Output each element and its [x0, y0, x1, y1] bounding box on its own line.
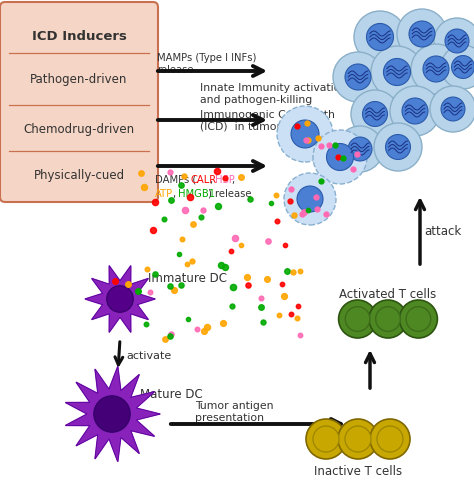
Text: Chemodrug-driven: Chemodrug-driven — [23, 122, 135, 135]
Circle shape — [351, 91, 399, 139]
Text: Mature DC: Mature DC — [140, 388, 203, 401]
Text: release: release — [157, 65, 193, 75]
Circle shape — [390, 87, 440, 137]
Text: ,: , — [231, 175, 234, 185]
Circle shape — [337, 127, 383, 173]
Circle shape — [441, 98, 465, 122]
Text: DAMPs (: DAMPs ( — [155, 175, 196, 185]
Text: ,: , — [173, 189, 179, 199]
Text: Activated T cells: Activated T cells — [339, 287, 437, 300]
Circle shape — [385, 135, 410, 160]
Circle shape — [333, 53, 383, 103]
Circle shape — [338, 419, 378, 459]
Circle shape — [354, 12, 406, 64]
Text: CALR: CALR — [191, 175, 217, 185]
Text: Pathogen-driven: Pathogen-driven — [30, 73, 128, 86]
Circle shape — [327, 144, 354, 171]
Text: ,: , — [210, 175, 216, 185]
Circle shape — [345, 65, 371, 91]
Circle shape — [313, 426, 339, 452]
Polygon shape — [85, 266, 155, 333]
Circle shape — [430, 87, 474, 133]
Circle shape — [411, 45, 461, 95]
Circle shape — [338, 300, 377, 338]
Circle shape — [376, 307, 401, 332]
Circle shape — [94, 396, 130, 432]
Circle shape — [107, 286, 133, 312]
Text: Immunogenic Cell Death
(ICD)  in tumor cells: Immunogenic Cell Death (ICD) in tumor ce… — [200, 110, 335, 132]
Polygon shape — [65, 367, 160, 462]
Text: activate: activate — [126, 350, 171, 360]
Text: Inactive T cells: Inactive T cells — [314, 465, 402, 478]
Circle shape — [402, 99, 428, 125]
Circle shape — [297, 187, 323, 213]
Circle shape — [397, 10, 447, 60]
Circle shape — [277, 107, 333, 163]
Text: ICD Inducers: ICD Inducers — [32, 29, 127, 42]
Text: Physically-cued: Physically-cued — [34, 168, 125, 181]
Circle shape — [306, 419, 346, 459]
Circle shape — [370, 419, 410, 459]
Circle shape — [284, 174, 336, 226]
Circle shape — [369, 300, 407, 338]
Circle shape — [409, 22, 435, 48]
Circle shape — [441, 46, 474, 90]
Circle shape — [400, 300, 438, 338]
Circle shape — [423, 57, 449, 83]
Circle shape — [374, 124, 422, 172]
Text: ATP: ATP — [155, 189, 173, 199]
Circle shape — [371, 47, 423, 99]
Text: MAMPs (Type I INFs): MAMPs (Type I INFs) — [157, 53, 256, 63]
Text: attack: attack — [424, 225, 461, 238]
FancyBboxPatch shape — [0, 3, 158, 203]
Text: HSP: HSP — [215, 175, 235, 185]
Text: Innate Immunity activation
and pathogen-killing: Innate Immunity activation and pathogen-… — [200, 83, 347, 104]
Circle shape — [452, 57, 474, 79]
Text: Immature DC: Immature DC — [148, 271, 227, 284]
Circle shape — [313, 131, 367, 185]
Circle shape — [445, 30, 469, 54]
Text: HMGB1: HMGB1 — [178, 189, 215, 199]
Circle shape — [345, 426, 371, 452]
Circle shape — [348, 138, 372, 162]
Circle shape — [366, 24, 393, 51]
Text: ) release: ) release — [208, 189, 252, 199]
Circle shape — [291, 121, 319, 149]
Circle shape — [377, 426, 403, 452]
Circle shape — [434, 19, 474, 65]
Circle shape — [363, 102, 387, 127]
Text: Tumor antigen
presentation: Tumor antigen presentation — [195, 400, 273, 422]
Circle shape — [406, 307, 431, 332]
Circle shape — [345, 307, 370, 332]
Circle shape — [383, 60, 410, 86]
